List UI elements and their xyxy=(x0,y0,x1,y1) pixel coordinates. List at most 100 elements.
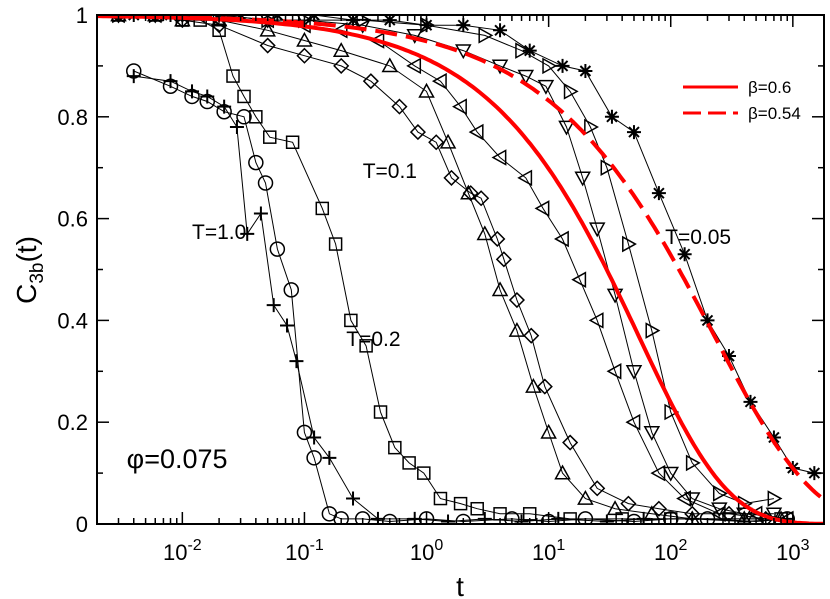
data-point-triangle-left xyxy=(650,464,666,482)
data-point-triangle-down xyxy=(683,492,701,508)
data-point-triangle-left xyxy=(452,98,467,115)
data-point-square xyxy=(470,501,484,516)
data-point-square xyxy=(344,313,358,328)
data-point-circle xyxy=(236,109,252,125)
data-point-triangle-right xyxy=(622,235,637,253)
y-tick-label: 1 xyxy=(76,3,88,28)
legend-label-solid: β=0.6 xyxy=(748,78,791,97)
data-point-triangle-up xyxy=(554,464,571,480)
data-point-diamond xyxy=(259,37,276,54)
data-point-circle xyxy=(354,511,371,524)
data-point-circle xyxy=(296,424,313,441)
data-point-triangle-down xyxy=(625,364,643,380)
data-point-triangle-up xyxy=(418,82,435,98)
data-point-plus xyxy=(289,354,304,369)
data-point-triangle-up xyxy=(525,378,542,393)
temperature-label: T=0.2 xyxy=(346,328,400,351)
x-axis-label: t xyxy=(456,571,464,599)
data-point-asterisk xyxy=(743,394,758,409)
data-point-triangle-left xyxy=(491,149,507,166)
data-point-plus xyxy=(253,206,268,221)
series-line xyxy=(118,15,774,515)
fit-curve-solid xyxy=(97,15,824,524)
y-tick-label: 0.6 xyxy=(57,207,88,232)
data-point-triangle-up xyxy=(476,225,494,241)
temperature-label: T=1.0 xyxy=(192,221,246,244)
data-point-triangle-right xyxy=(542,57,558,75)
data-point-diamond xyxy=(473,190,490,207)
x-tick-label: 100 xyxy=(410,537,443,565)
x-tick-label: 102 xyxy=(654,537,687,565)
data-point-diamond xyxy=(523,327,540,344)
data-point-diamond xyxy=(362,73,379,90)
y-axis-label-sub: 3b xyxy=(27,263,48,284)
series-line xyxy=(118,15,781,520)
data-point-asterisk xyxy=(578,63,593,78)
data-point-diamond xyxy=(489,230,506,248)
data-point-plus xyxy=(163,74,178,89)
data-point-triangle-down xyxy=(662,466,680,482)
data-point-triangle-left xyxy=(588,312,604,329)
data-point-triangle-right xyxy=(664,403,680,421)
data-point-plus xyxy=(346,491,361,506)
data-point-triangle-up xyxy=(296,31,313,47)
data-point-triangle-right xyxy=(712,485,728,502)
data-point-triangle-left xyxy=(369,32,385,49)
x-tick-label: 101 xyxy=(532,537,565,565)
data-point-circle xyxy=(455,513,472,524)
data-point-plus xyxy=(217,99,232,114)
data-point-triangle-left xyxy=(625,413,641,431)
x-tick-label: 10-1 xyxy=(285,537,324,565)
data-point-diamond xyxy=(508,291,525,309)
data-point-triangle-down xyxy=(558,120,575,136)
annotations: T=1.0 T=0.2 T=0.1 T=0.05 φ=0.075 xyxy=(127,160,731,474)
data-point-square xyxy=(417,466,431,480)
series-line xyxy=(133,15,815,474)
data-point-circle xyxy=(248,154,264,171)
data-point-asterisk xyxy=(522,43,537,58)
data-point-triangle-up xyxy=(491,281,509,297)
data-point-triangle-down xyxy=(765,507,783,523)
data-point-square xyxy=(315,201,330,216)
series-asterisk xyxy=(126,15,822,481)
data-point-triangle-right xyxy=(515,42,531,59)
data-point-square xyxy=(237,89,251,104)
data-point-square xyxy=(263,130,277,144)
data-point-diamond xyxy=(443,169,460,186)
data-point-triangle-down xyxy=(517,69,535,85)
data-point-asterisk xyxy=(456,18,471,33)
data-point-triangle-up xyxy=(508,322,526,337)
data-point-triangle-right xyxy=(645,322,661,339)
data-point-asterisk xyxy=(346,15,361,28)
temperature-label: T=0.05 xyxy=(665,226,731,249)
data-point-plus xyxy=(280,318,295,333)
data-point-triangle-down xyxy=(574,171,591,187)
y-tick-label: 0.2 xyxy=(57,410,88,435)
data-point-triangle-right xyxy=(563,83,579,100)
data-point-asterisk xyxy=(766,430,781,445)
data-point-triangle-down xyxy=(643,426,661,441)
data-point-asterisk xyxy=(807,466,822,481)
data-point-plus xyxy=(229,119,244,134)
svg-text:C3b(t): C3b(t) xyxy=(11,236,48,304)
y-axis-label: C3b(t) xyxy=(11,236,48,304)
data-point-asterisk xyxy=(604,109,619,124)
data-point-circle xyxy=(269,241,286,257)
data-point-plus xyxy=(240,226,255,241)
data-point-triangle-up xyxy=(332,42,350,57)
data-point-plus xyxy=(266,298,281,313)
data-point-triangle-left xyxy=(710,505,726,523)
data-point-square xyxy=(359,339,373,353)
data-point-circle xyxy=(306,450,322,466)
data-point-square xyxy=(563,512,577,524)
data-point-asterisk xyxy=(651,186,666,201)
data-point-circle xyxy=(283,282,300,298)
data-point-triangle-left xyxy=(554,230,569,248)
data-point-square xyxy=(285,135,300,149)
data-point-circle xyxy=(382,513,398,524)
data-point-triangle-up xyxy=(460,184,477,200)
legend-label-dashed: β=0.54 xyxy=(748,104,801,123)
data-point-triangle-right xyxy=(767,490,783,507)
data-point-plus xyxy=(322,450,337,465)
